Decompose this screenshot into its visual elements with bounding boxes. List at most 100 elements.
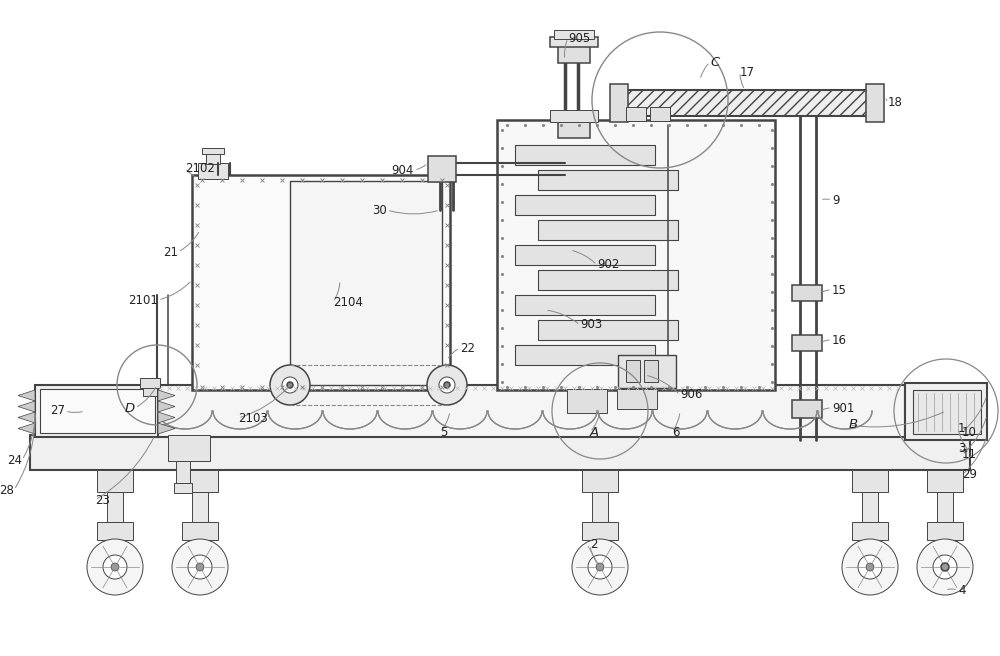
Bar	[182, 470, 218, 492]
Bar	[558, 45, 590, 63]
Bar	[497, 120, 775, 390]
Bar	[97, 470, 133, 492]
Bar	[538, 270, 678, 290]
Bar	[290, 181, 442, 385]
Circle shape	[103, 555, 127, 579]
Bar	[905, 383, 987, 440]
Text: 903: 903	[580, 319, 602, 331]
Bar	[176, 461, 190, 483]
Polygon shape	[18, 412, 35, 423]
Bar	[644, 360, 658, 382]
Circle shape	[444, 382, 450, 388]
Text: D: D	[125, 401, 135, 415]
Circle shape	[439, 377, 455, 393]
Text: 22: 22	[460, 342, 475, 354]
Bar	[550, 37, 598, 47]
Bar	[182, 522, 218, 540]
Bar	[617, 389, 657, 409]
Bar	[937, 492, 953, 522]
Circle shape	[933, 555, 957, 579]
Bar	[105, 540, 125, 554]
Text: 2101: 2101	[128, 293, 158, 306]
Bar	[618, 355, 676, 388]
Text: 2104: 2104	[333, 295, 363, 308]
Bar	[626, 360, 640, 382]
Polygon shape	[158, 423, 175, 434]
Bar	[620, 90, 870, 116]
Bar	[866, 84, 884, 122]
Text: 27: 27	[50, 405, 65, 417]
Polygon shape	[18, 401, 35, 412]
Bar	[590, 540, 610, 554]
Text: 24: 24	[7, 453, 22, 466]
Circle shape	[427, 365, 467, 405]
Text: 3: 3	[958, 441, 965, 455]
Text: 906: 906	[680, 388, 702, 401]
Bar	[626, 107, 646, 121]
Bar	[515, 145, 655, 165]
Bar	[190, 540, 210, 554]
Bar	[168, 435, 210, 461]
Circle shape	[270, 365, 310, 405]
Text: 905: 905	[568, 31, 590, 45]
Bar	[206, 152, 220, 164]
Bar	[97, 522, 133, 540]
Bar	[174, 483, 192, 493]
Bar	[202, 148, 224, 154]
Text: 28: 28	[0, 483, 14, 497]
Bar	[515, 245, 655, 265]
Text: 29: 29	[962, 468, 977, 482]
Text: 10: 10	[962, 426, 977, 438]
Text: 2102: 2102	[185, 161, 215, 174]
Polygon shape	[18, 390, 35, 401]
Text: 902: 902	[597, 258, 619, 272]
Polygon shape	[158, 390, 175, 401]
Circle shape	[842, 539, 898, 595]
Bar	[852, 522, 888, 540]
Bar	[550, 110, 598, 122]
Bar	[198, 163, 228, 179]
Bar	[650, 107, 670, 121]
Bar	[107, 492, 123, 522]
Bar	[155, 385, 905, 437]
Bar	[428, 156, 456, 182]
Bar	[610, 84, 628, 122]
Bar	[862, 492, 878, 522]
Circle shape	[196, 563, 204, 571]
Text: 23: 23	[95, 493, 110, 506]
Circle shape	[87, 539, 143, 595]
Bar	[852, 470, 888, 492]
Text: 15: 15	[832, 283, 847, 297]
Bar	[582, 470, 618, 492]
Bar	[515, 195, 655, 215]
Circle shape	[941, 563, 949, 571]
Polygon shape	[158, 412, 175, 423]
Bar	[558, 118, 590, 138]
Bar	[538, 220, 678, 240]
Polygon shape	[18, 423, 35, 434]
Circle shape	[866, 563, 874, 571]
Circle shape	[572, 539, 628, 595]
Bar	[567, 389, 607, 413]
Text: 30: 30	[372, 203, 387, 216]
Bar	[582, 522, 618, 540]
Bar	[143, 388, 157, 396]
Bar	[140, 378, 160, 388]
Bar	[35, 385, 158, 437]
Bar	[40, 389, 155, 433]
Circle shape	[588, 555, 612, 579]
Text: B: B	[849, 419, 858, 432]
Text: 6: 6	[672, 426, 680, 438]
Bar	[192, 175, 450, 390]
Circle shape	[172, 539, 228, 595]
Circle shape	[596, 563, 604, 571]
Circle shape	[917, 539, 973, 595]
Text: 5: 5	[440, 426, 447, 438]
Bar	[937, 540, 957, 554]
Circle shape	[111, 563, 119, 571]
Text: 901: 901	[832, 401, 854, 415]
Bar	[30, 435, 970, 470]
Bar	[792, 400, 822, 418]
Circle shape	[188, 555, 212, 579]
Text: 11: 11	[962, 449, 977, 462]
